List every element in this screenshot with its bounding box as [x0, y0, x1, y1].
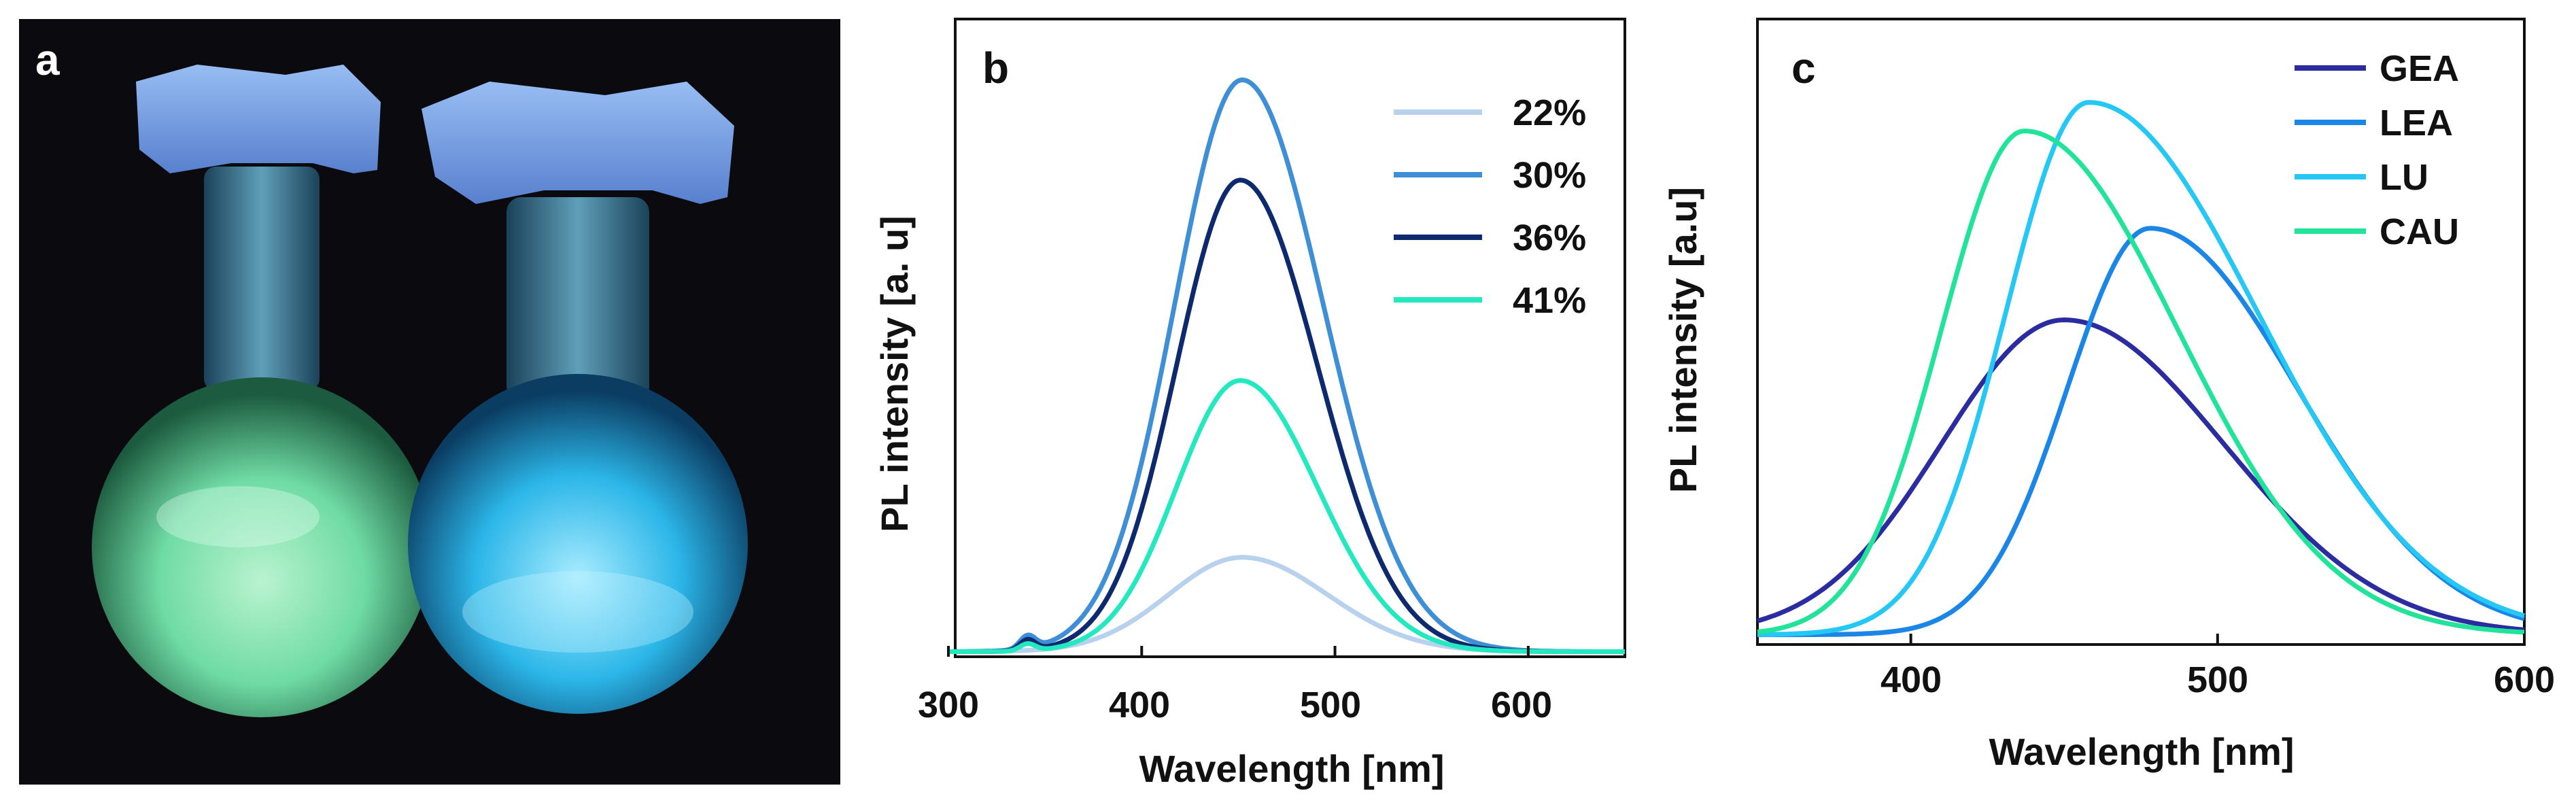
x-tick-label-400: 400: [1881, 659, 1942, 700]
panel-label-b: b: [982, 44, 1009, 92]
legend-label-cau: CAU: [2380, 211, 2459, 252]
panel-a-photo: a: [19, 19, 840, 785]
legend-label-36: 36%: [1513, 218, 1586, 258]
legend-b: 22% 30% 36% 41%: [1394, 92, 1586, 321]
panel-c-chart: c 400 500 600 Wavelength [nm] PL intensi…: [1662, 18, 2555, 773]
series-line-cau: [1757, 128, 2525, 635]
tick-group-b: [947, 646, 1530, 657]
panel-label-c: c: [1791, 44, 1816, 92]
plot-frame-b: [954, 18, 1626, 658]
y-axis-title-c: PL intensity [a.u]: [1662, 187, 1704, 493]
series-line-41pct: [948, 378, 1626, 654]
y-axis-title-b: PL intensity [a. u]: [873, 216, 916, 532]
series-group-c: [1757, 100, 2526, 638]
series-line-22pct: [948, 555, 1626, 654]
legend-label-lu: LU: [2380, 157, 2428, 198]
legend-label-30: 30%: [1513, 155, 1586, 196]
series-line-gea: [1757, 317, 2525, 632]
legend-c: GEA LEA LU CAU: [2295, 48, 2459, 252]
legend-label-lea: LEA: [2380, 103, 2453, 143]
series-group-b: [948, 78, 1626, 654]
x-tick-label-600: 600: [2494, 659, 2555, 700]
plot-frame-c: [1756, 18, 2526, 646]
panel-b-chart: b 300 400 500 600 Wavelength [nm] PL int…: [873, 18, 1626, 790]
x-axis-title-b: Wavelength [nm]: [1139, 747, 1444, 790]
x-tick-label-300: 300: [918, 685, 979, 725]
legend-label-22: 22%: [1513, 92, 1586, 133]
right-flask: [408, 82, 748, 714]
tick-group-c: [1909, 634, 2526, 645]
series-line-lu: [1757, 100, 2526, 637]
legend-label-gea: GEA: [2380, 48, 2459, 89]
x-tick-label-600: 600: [1491, 685, 1552, 725]
x-axis-title-c: Wavelength [nm]: [1989, 730, 2294, 773]
panel-label-a: a: [35, 35, 60, 84]
x-tick-label-500: 500: [1300, 685, 1361, 725]
legend-label-41: 41%: [1513, 280, 1586, 321]
x-tick-label-500: 500: [2187, 659, 2248, 700]
series-line-lea: [1757, 226, 2525, 638]
left-flask: [92, 65, 432, 717]
x-tick-label-400: 400: [1109, 685, 1170, 725]
